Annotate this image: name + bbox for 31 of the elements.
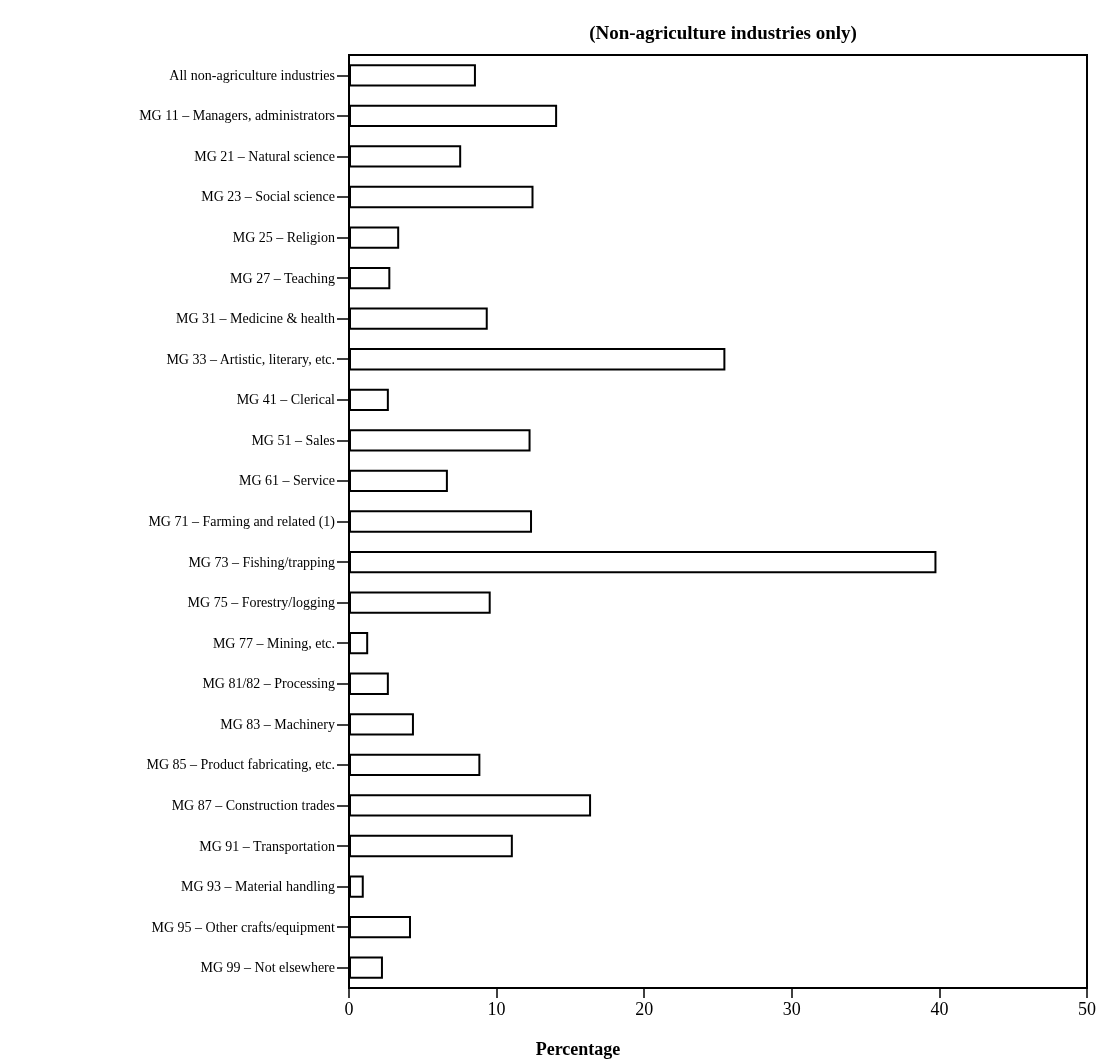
y-tick-label: MG 93 – Material handling bbox=[181, 879, 335, 895]
x-tick-label: 40 bbox=[930, 999, 949, 1019]
y-tick-label: MG 33 – Artistic, literary, etc. bbox=[166, 351, 335, 367]
y-tick-label: MG 27 – Teaching bbox=[230, 270, 335, 286]
x-tick-label: 10 bbox=[487, 999, 506, 1019]
chart-title: (Non-agriculture industries only) bbox=[589, 22, 857, 44]
y-tick-label: MG 95 – Other crafts/equipment bbox=[151, 919, 336, 935]
x-tick-label: 20 bbox=[635, 999, 654, 1019]
y-tick-label: MG 73 – Fishing/trapping bbox=[188, 554, 335, 570]
y-tick-label: MG 81/82 – Processing bbox=[202, 676, 335, 692]
y-tick-label: MG 41 – Clerical bbox=[236, 392, 336, 408]
y-tick-label: MG 51 – Sales bbox=[251, 432, 335, 448]
x-tick-label: 0 bbox=[344, 999, 354, 1019]
y-tick-label: MG 83 – Machinery bbox=[220, 716, 335, 732]
y-tick-label: MG 77 – Mining, etc. bbox=[212, 635, 335, 651]
y-tick-label: MG 99 – Not elsewhere bbox=[200, 960, 335, 976]
y-tick-label: MG 91 – Transportation bbox=[199, 838, 335, 854]
x-axis-title: Percentage bbox=[535, 1039, 621, 1059]
y-tick-label: MG 75 – Forestry/logging bbox=[187, 595, 335, 611]
y-tick-label: All non-agriculture industries bbox=[169, 67, 335, 83]
y-tick-label: MG 21 – Natural science bbox=[194, 148, 335, 164]
y-tick-label: MG 25 – Religion bbox=[232, 230, 335, 246]
y-tick-label: MG 23 – Social science bbox=[201, 189, 335, 205]
x-tick-label: 50 bbox=[1078, 999, 1096, 1019]
x-tick-label: 30 bbox=[782, 999, 801, 1019]
y-tick-label: MG 87 – Construction trades bbox=[171, 797, 335, 813]
y-tick-label: MG 71 – Farming and related (1) bbox=[148, 514, 336, 530]
y-tick-label: MG 61 – Service bbox=[238, 473, 335, 489]
y-tick-label: MG 31 – Medicine & health bbox=[175, 311, 335, 327]
y-tick-label: MG 11 – Managers, administrators bbox=[139, 108, 335, 124]
y-tick-label: MG 85 – Product fabricating, etc. bbox=[146, 757, 335, 773]
